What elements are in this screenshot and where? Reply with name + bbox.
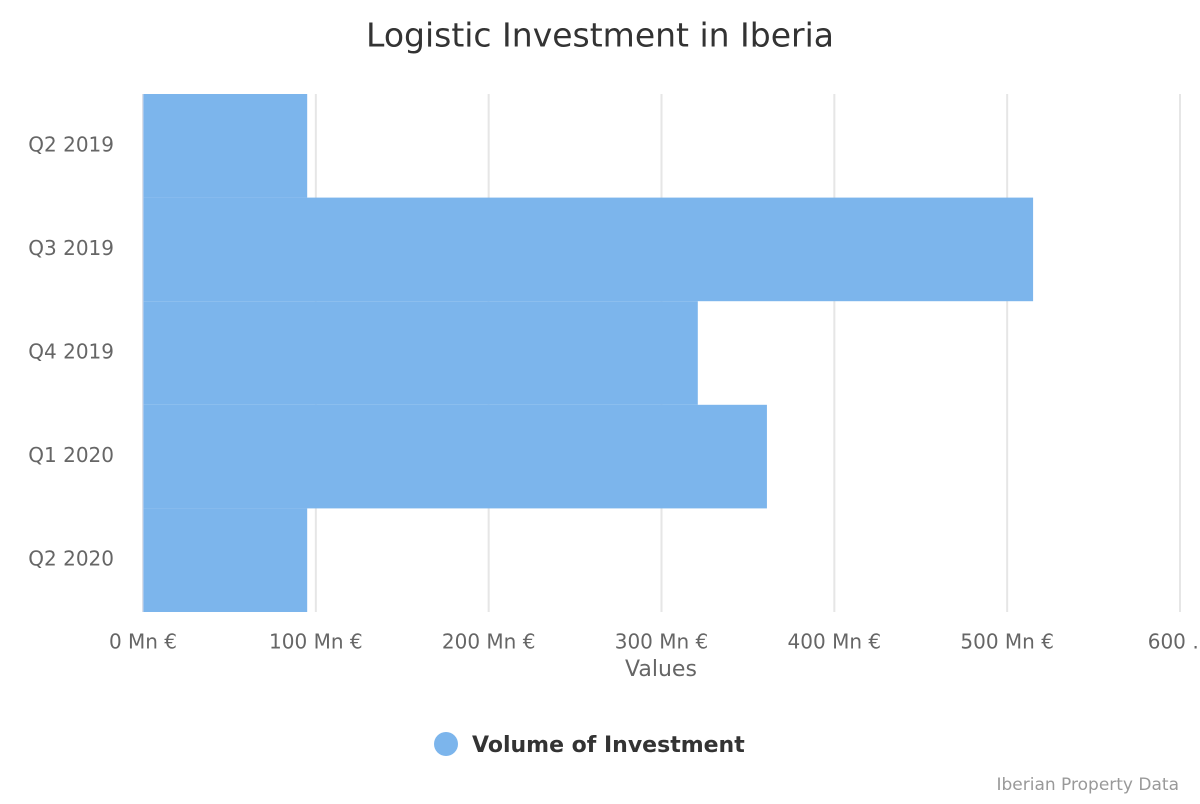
chart-title: Logistic Investment in Iberia	[366, 16, 834, 55]
x-tick-label: 0 Mn €	[109, 630, 177, 654]
y-tick-label: Q3 2019	[28, 236, 114, 260]
bar	[143, 197, 1034, 302]
y-tick-label: Q4 2019	[28, 340, 114, 364]
x-tick-label: 200 Mn €	[442, 630, 536, 654]
x-tick-label: 500 Mn €	[960, 630, 1054, 654]
x-tick-label: 300 Mn €	[615, 630, 709, 654]
x-axis-label: Values	[625, 657, 697, 682]
bar	[143, 404, 767, 509]
credits: Iberian Property Data	[996, 775, 1179, 795]
y-tick-label: Q2 2019	[28, 132, 114, 156]
legend-symbol	[434, 732, 458, 756]
y-tick-label: Q2 2020	[28, 547, 114, 571]
x-tick-label: 400 Mn €	[788, 630, 882, 654]
x-tick-label: 600 …	[1148, 630, 1200, 654]
bar	[143, 301, 698, 405]
bar	[143, 94, 308, 198]
y-tick-label: Q1 2020	[28, 443, 114, 467]
x-tick-label: 100 Mn €	[269, 630, 363, 654]
bar	[143, 508, 308, 612]
legend-label: Volume of Investment	[472, 733, 745, 758]
